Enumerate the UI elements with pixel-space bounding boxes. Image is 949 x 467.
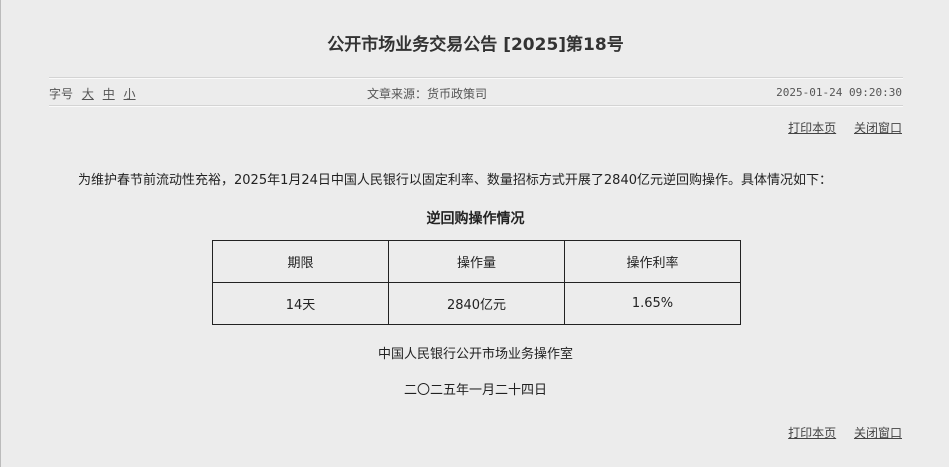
table-row: 14天 2840亿元 1.65% [212, 282, 741, 325]
issue-date: 二〇二五年一月二十四日 [403, 383, 547, 398]
font-size-medium[interactable]: 中 [102, 87, 115, 101]
cell-rate: 1.65% [564, 282, 741, 325]
table-header-row: 期限 操作量 操作利率 [212, 240, 741, 283]
close-window-link[interactable]: 关闭窗口 [853, 121, 902, 135]
font-size-large[interactable]: 大 [81, 87, 94, 101]
signature: 中国人民银行公开市场业务操作室 [377, 347, 573, 362]
font-size-controls: 字号 大 中 小 [49, 85, 136, 102]
header-term: 期限 [212, 240, 389, 283]
header-rate: 操作利率 [564, 240, 741, 283]
header-volume: 操作量 [388, 240, 565, 283]
cell-term: 14天 [212, 282, 389, 325]
print-page-link[interactable]: 打印本页 [788, 121, 837, 135]
article-source: 文章来源：货币政策司 [367, 87, 488, 101]
print-page-link[interactable]: 打印本页 [788, 426, 837, 440]
bottom-links: 打印本页 关闭窗口 [774, 424, 902, 441]
font-size-label: 字号 [49, 87, 74, 101]
reverse-repo-table: 期限 操作量 操作利率 14天 2840亿元 1.65% [212, 240, 741, 325]
font-size-small[interactable]: 小 [123, 87, 136, 101]
announcement-paragraph: 为维护春节前流动性充裕，2025年1月24日中国人民银行以固定利率、数量招标方式… [78, 173, 832, 188]
cell-volume: 2840亿元 [388, 282, 565, 325]
top-links: 打印本页 关闭窗口 [774, 119, 902, 136]
close-window-link[interactable]: 关闭窗口 [853, 426, 902, 440]
publish-datetime: 2025-01-24 09:20:30 [776, 86, 902, 99]
divider [49, 77, 903, 79]
page-title: 公开市场业务交易公告 [2025]第18号 [327, 35, 624, 55]
table-title: 逆回购操作情况 [426, 211, 525, 227]
divider [49, 105, 903, 107]
